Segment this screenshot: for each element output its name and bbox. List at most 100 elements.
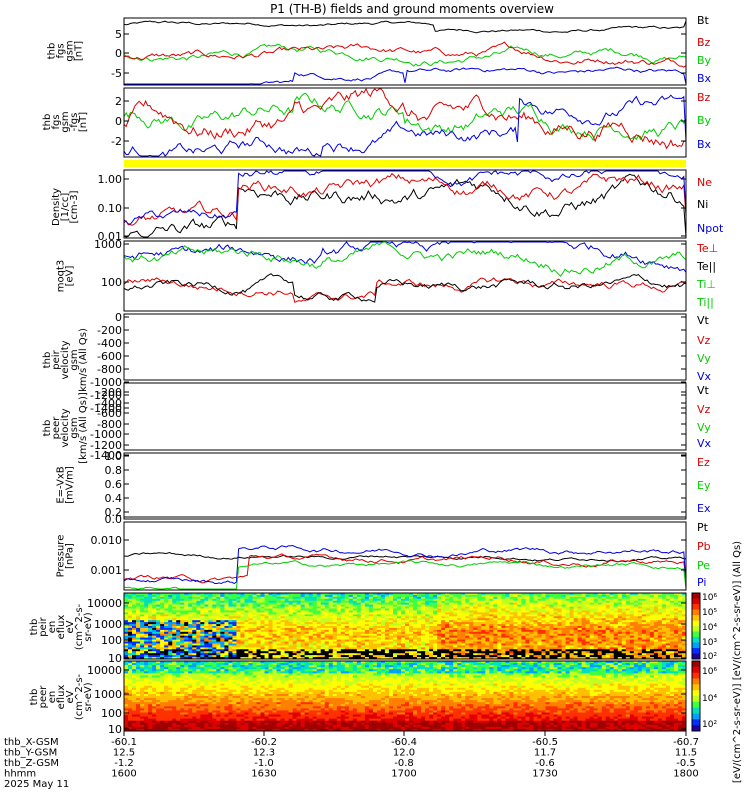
- spectrogram-cell: [156, 620, 161, 623]
- spectrogram-cell: [513, 594, 518, 598]
- spectrogram-cell: [132, 629, 137, 633]
- spectrogram-cell: [489, 600, 494, 604]
- spectrogram-cell: [417, 598, 422, 602]
- spectrogram-cell: [200, 608, 205, 611]
- spectrogram-cell: [284, 596, 290, 600]
- spectrogram-cell: [228, 606, 233, 609]
- spectrogram-cell: [256, 602, 261, 606]
- spectrogram-cell: [328, 631, 334, 635]
- spectrogram-cell: [561, 612, 567, 615]
- spectrogram-cell: [168, 647, 173, 650]
- spectrogram-cell: [481, 602, 486, 606]
- spectrogram-cell: [469, 633, 474, 637]
- spectrogram-cell: [300, 604, 306, 607]
- y-axis-label: Pressure: [56, 535, 67, 578]
- spectrogram-cell: [533, 608, 538, 611]
- spectrogram-cell: [625, 647, 631, 650]
- spectrogram-cell: [380, 649, 386, 652]
- spectrogram-cell: [252, 657, 257, 660]
- spectrogram-cell: [549, 622, 554, 625]
- spectrogram-cell: [589, 657, 595, 660]
- spectrogram-cell: [240, 596, 245, 600]
- spectrogram-cell: [517, 657, 522, 660]
- spectrogram-cell: [669, 647, 675, 650]
- spectrogram-cell: [288, 645, 294, 648]
- spectrogram-cell: [320, 620, 326, 623]
- spectrogram-cell: [617, 614, 623, 617]
- spectrogram-cell: [240, 626, 245, 629]
- spectrogram-cell: [344, 626, 350, 629]
- spectrogram-cell: [336, 647, 342, 650]
- spectrogram-cell: [324, 655, 330, 658]
- spectrogram-cell: [513, 602, 518, 606]
- spectrogram-cell: [264, 598, 269, 602]
- spectrogram-cell: [649, 637, 655, 640]
- spectrogram-cell: [565, 653, 571, 656]
- spectrogram-cell: [401, 649, 406, 652]
- spectrogram-cell: [397, 614, 402, 617]
- spectrogram-cell: [525, 629, 530, 633]
- spectrogram-cell: [280, 616, 286, 619]
- spectrogram-cell: [533, 618, 538, 621]
- spectrogram-cell: [248, 606, 253, 609]
- spectrogram-cell: [661, 629, 667, 633]
- spectrogram-cell: [678, 651, 683, 654]
- spectrogram-cell: [645, 627, 651, 631]
- spectrogram-cell: [304, 608, 310, 611]
- spectrogram-cell: [645, 616, 651, 619]
- spectrogram-cell: [597, 596, 603, 600]
- spectrogram-cell: [364, 624, 370, 627]
- spectrogram-cell: [609, 649, 615, 652]
- spectrogram-cell: [569, 633, 575, 637]
- spectrogram-cell: [457, 629, 462, 633]
- spectrogram-cell: [248, 616, 253, 619]
- spectrogram-cell: [417, 610, 422, 613]
- spectrogram-cell: [573, 635, 579, 639]
- spectrogram-cell: [164, 661, 169, 664]
- spectrogram-cell: [581, 614, 587, 617]
- spectrogram-cell: [208, 626, 213, 629]
- spectrogram-cell: [384, 593, 390, 596]
- spectrogram-cell: [208, 651, 213, 654]
- spectrogram-cell: [156, 647, 161, 650]
- spectrogram-cell: [573, 616, 579, 619]
- spectrogram-cell: [449, 641, 454, 644]
- spectrogram-cell: [312, 608, 318, 611]
- spectrogram-cell: [216, 610, 221, 613]
- spectrogram-cell: [264, 649, 269, 652]
- spectrogram-cell: [228, 626, 233, 629]
- spectrogram-cell: [132, 627, 137, 631]
- spectrogram-cell: [661, 626, 667, 629]
- spectrogram-cell: [160, 627, 165, 631]
- spectrogram-cell: [401, 626, 406, 629]
- spectrogram-cell: [525, 620, 530, 623]
- spectrogram-cell: [529, 614, 534, 617]
- spectrogram-cell: [678, 622, 683, 625]
- spectrogram-cell: [220, 606, 225, 609]
- spectrogram-cell: [665, 608, 671, 611]
- spectrogram-cell: [364, 612, 370, 615]
- spectrogram-cell: [152, 661, 157, 664]
- spectrogram-cell: [661, 655, 667, 658]
- spectrogram-cell: [545, 620, 550, 623]
- spectrogram-cell: [336, 593, 342, 596]
- spectrogram-cell: [140, 637, 145, 640]
- spectrogram-cell: [465, 608, 470, 611]
- spectrogram-cell: [272, 618, 277, 621]
- spectrogram-cell: [674, 643, 679, 646]
- spectrogram-cell: [461, 649, 466, 652]
- spectrogram-cell: [152, 626, 157, 629]
- spectrogram-cell: [561, 606, 567, 609]
- spectrogram-cell: [180, 606, 185, 609]
- spectrogram-cell: [256, 604, 261, 607]
- spectrogram-cell: [613, 602, 619, 606]
- spectrogram-cell: [581, 624, 587, 627]
- spectrogram-cell: [304, 624, 310, 627]
- spectrogram-cell: [497, 631, 502, 635]
- spectrogram-cell: [453, 610, 458, 613]
- spectrogram-cell: [132, 626, 137, 629]
- spectrogram-cell: [352, 594, 358, 598]
- spectrogram-cell: [409, 618, 414, 621]
- spectrogram-cell: [493, 653, 498, 656]
- spectrogram-cell: [224, 635, 229, 639]
